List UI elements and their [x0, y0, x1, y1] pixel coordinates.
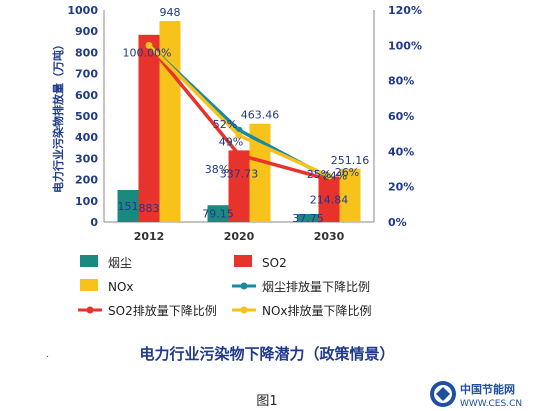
- y-tick-label: 200: [75, 174, 98, 187]
- logo-name: 中国节能网: [460, 382, 515, 396]
- line-value-label: 100.00%: [123, 46, 172, 59]
- legend-label: 烟尘排放量下降比例: [262, 279, 370, 294]
- legend-marker: [86, 306, 94, 314]
- line-value-label: 26%: [335, 166, 359, 179]
- bar-value-label: 214.84: [310, 193, 349, 206]
- y-tick-label: 700: [75, 68, 98, 81]
- y2-tick-label: 100%: [388, 39, 422, 52]
- chart-subtitle: 电力行业污染物下降潜力（政策情景）: [139, 345, 395, 363]
- bar: [207, 205, 229, 222]
- bar-value-label: 251.16: [331, 154, 370, 167]
- chart: 0 100 200 300 400 500 600 700 800 900 1000 0% 20% 40%…: [51, 4, 422, 318]
- ces-logo: 中国节能网 WWW.CES.CN: [430, 381, 522, 409]
- figure-label: 图1: [256, 394, 278, 409]
- y-tick-label: 400: [75, 131, 98, 144]
- legend-label: SO2排放量下降比例: [108, 303, 217, 318]
- lines: [145, 41, 333, 184]
- legend: 烟尘 SO2 NOx 烟尘排放量下降比例 SO2排放量下降比例 NOx排放量下降比例: [78, 255, 372, 318]
- x-tick-label: 2012: [134, 230, 165, 243]
- series-point: [235, 151, 243, 159]
- y-axis-label: 电力行业污染物排放量（万吨）: [51, 39, 65, 193]
- y2-tick-label: 60%: [388, 110, 414, 123]
- legend-marker: [240, 282, 248, 290]
- line-value-label: 24%: [323, 170, 347, 183]
- bar-value-label: 37.75: [292, 212, 324, 225]
- bar: [138, 34, 160, 222]
- bar-value-label: 79.15: [202, 208, 234, 221]
- bar: [297, 213, 319, 222]
- legend-swatch: [80, 255, 98, 267]
- bar-value-label: 151: [118, 200, 139, 213]
- bar-value-label: 337.73: [220, 167, 259, 180]
- legend-swatch: [80, 279, 98, 291]
- y-tick-label: 500: [75, 110, 98, 123]
- bar-value-label: 463.46: [241, 109, 280, 122]
- y-tick-label: 1000: [67, 4, 98, 17]
- line-value-label: 38%: [205, 163, 229, 176]
- line-value-label: 49%: [219, 135, 243, 148]
- bar-value-label: 948: [160, 6, 181, 19]
- y2-tick-label: 120%: [388, 4, 422, 17]
- y-tick-label: 300: [75, 152, 98, 165]
- legend-marker: [240, 306, 248, 314]
- legend-swatch: [234, 255, 252, 267]
- legend-label: NOx排放量下降比例: [262, 303, 372, 318]
- bar-value-label: 883: [139, 202, 160, 215]
- bar: [318, 176, 340, 222]
- marker-dot: ·: [46, 352, 50, 363]
- x-tick-label: 2020: [224, 230, 255, 243]
- y-tick-label: 600: [75, 89, 98, 102]
- line-value-label: 25%: [307, 168, 331, 181]
- y-tick-label: 800: [75, 46, 98, 59]
- y2-tick-label: 80%: [388, 75, 414, 88]
- series-point: [235, 131, 243, 139]
- y2-tick-label: 0%: [388, 216, 407, 229]
- logo-url: WWW.CES.CN: [460, 399, 522, 409]
- bar: [228, 150, 250, 222]
- series-point: [145, 41, 153, 49]
- y2-tick-label: 20%: [388, 181, 414, 194]
- y2-tick-label: 40%: [388, 145, 414, 158]
- axes: 0 100 200 300 400 500 600 700 800 900 1000 0% 20% 40%…: [51, 4, 422, 243]
- y-tick-label: 900: [75, 25, 98, 38]
- y-tick-label: 100: [75, 195, 98, 208]
- y-tick-label: 0: [90, 216, 98, 229]
- bar: [339, 168, 361, 222]
- data-labels: 151 79.15 37.75 883 337.73 214.84 948 463.46 251…: [118, 6, 370, 225]
- line-value-label: 52%: [213, 118, 237, 131]
- bar: [117, 189, 139, 222]
- legend-label: SO2: [262, 256, 287, 270]
- x-tick-label: 2030: [314, 230, 345, 243]
- legend-label: 烟尘: [108, 256, 132, 270]
- series-point: [325, 172, 333, 180]
- legend-label: NOx: [108, 280, 134, 294]
